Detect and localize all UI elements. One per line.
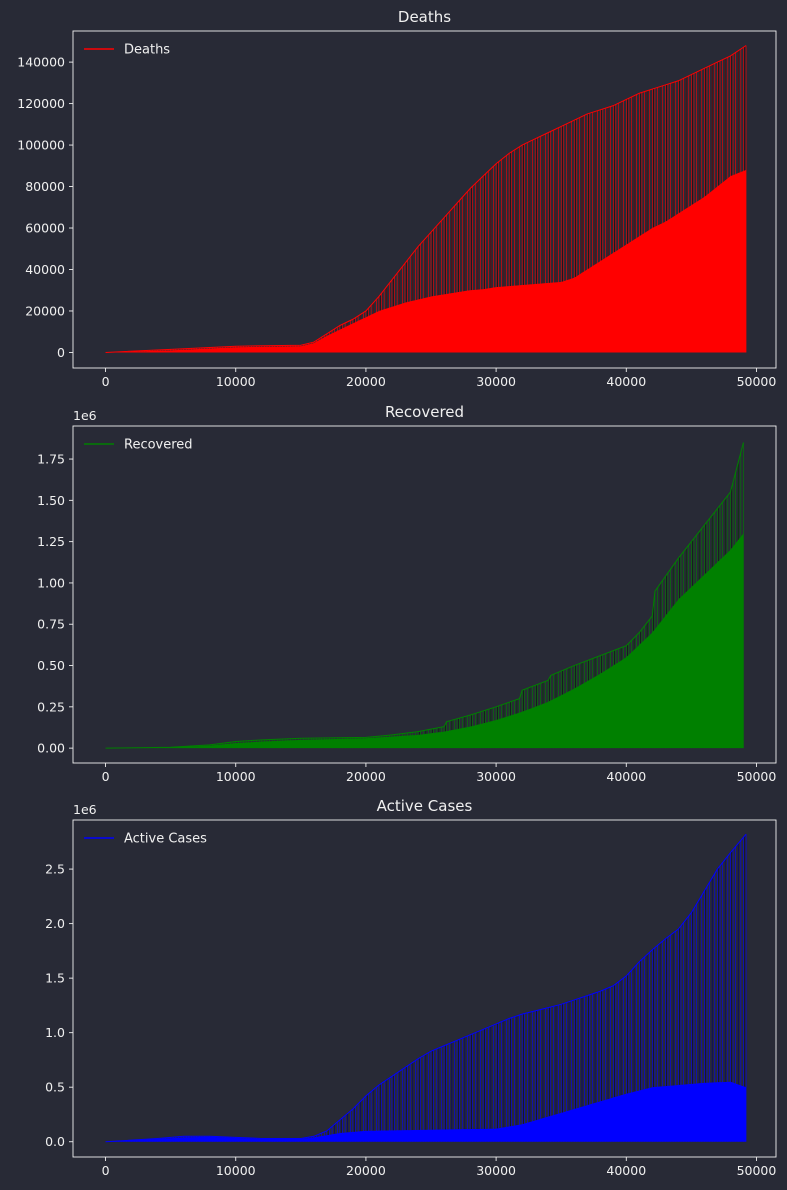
upper-envelope-line [105, 442, 744, 749]
y-tick-label: 80000 [25, 179, 65, 194]
axes-frame [72, 30, 777, 369]
legend: Recovered [84, 438, 193, 453]
y-tick-label: 2.0 [45, 916, 65, 931]
x-tick-label: 30000 [476, 374, 516, 389]
y-tick-label: 60000 [25, 221, 65, 236]
y-tick-label: 40000 [25, 262, 65, 277]
spike-gaps [418, 462, 739, 735]
data-series-deaths [105, 45, 747, 353]
legend-label: Recovered [124, 438, 193, 453]
y-tick-label: 0.25 [37, 699, 65, 714]
chart-title: Recovered [385, 403, 464, 421]
axes-frame [72, 425, 777, 764]
x-tick-label: 50000 [737, 1163, 777, 1178]
y-offset-text: 1e6 [73, 408, 97, 423]
legend-label: Active Cases [124, 832, 207, 847]
y-tick-label: 100000 [17, 138, 65, 153]
x-tick-label: 0 [102, 374, 110, 389]
x-tick-label: 0 [102, 769, 110, 784]
upper-envelope-line [105, 833, 747, 1143]
x-tick-label: 40000 [606, 1163, 646, 1178]
chart-title: Active Cases [377, 797, 473, 815]
legend-label: Deaths [124, 43, 170, 58]
chart-panel-2: Recovered 0 10000 20000 30000 40000 50000 0.00 0… [37, 403, 777, 784]
legend: Deaths [84, 43, 170, 58]
y-tick-label: 0.50 [37, 658, 65, 673]
legend: Active Cases [84, 832, 207, 847]
x-tick-label: 10000 [216, 1163, 256, 1178]
data-series-recovered [105, 442, 744, 749]
chart-panel-3: Active Cases 0 10000 20000 30000 40000 50000 0.… [45, 797, 777, 1178]
y-tick-label: 2.5 [45, 862, 65, 877]
y-offset-text: 1e6 [73, 802, 97, 817]
x-tick-label: 30000 [476, 769, 516, 784]
y-tick-label: 20000 [25, 303, 65, 318]
upper-envelope-line [105, 45, 747, 353]
y-tick-label: 1.50 [37, 493, 65, 508]
x-tick-label: 40000 [606, 374, 646, 389]
x-tick-label: 20000 [346, 374, 386, 389]
y-tick-label: 1.25 [37, 534, 65, 549]
x-tick-label: 20000 [346, 1163, 386, 1178]
x-tick-label: 0 [102, 1163, 110, 1178]
spike-gaps [340, 46, 746, 330]
y-tick-label: 0.00 [37, 741, 65, 756]
x-tick-label: 30000 [476, 1163, 516, 1178]
filled-band [105, 533, 744, 749]
x-tick-label: 10000 [216, 374, 256, 389]
chart-panel-1: Deaths 0 10000 20000 30000 40000 50000 0 20000 40… [17, 8, 777, 389]
filled-band [105, 1081, 747, 1142]
y-tick-label: 1.00 [37, 575, 65, 590]
y-tick-label: 1.75 [37, 452, 65, 467]
filled-band [105, 169, 747, 353]
y-tick-label: 0 [57, 345, 65, 360]
axes-frame [72, 819, 777, 1158]
y-tick-label: 0.5 [45, 1080, 65, 1095]
data-series-active-cases [105, 833, 747, 1143]
y-tick-label: 1.5 [45, 971, 65, 986]
chart-title: Deaths [398, 8, 451, 26]
y-tick-label: 1.0 [45, 1025, 65, 1040]
x-tick-label: 20000 [346, 769, 386, 784]
x-tick-label: 40000 [606, 769, 646, 784]
y-tick-label: 140000 [17, 55, 65, 70]
spike-gaps [327, 835, 746, 1135]
x-tick-label: 50000 [737, 374, 777, 389]
x-tick-label: 10000 [216, 769, 256, 784]
y-tick-label: 120000 [17, 96, 65, 111]
y-tick-label: 0.75 [37, 617, 65, 632]
x-tick-label: 50000 [737, 769, 777, 784]
y-tick-label: 0.0 [45, 1134, 65, 1149]
